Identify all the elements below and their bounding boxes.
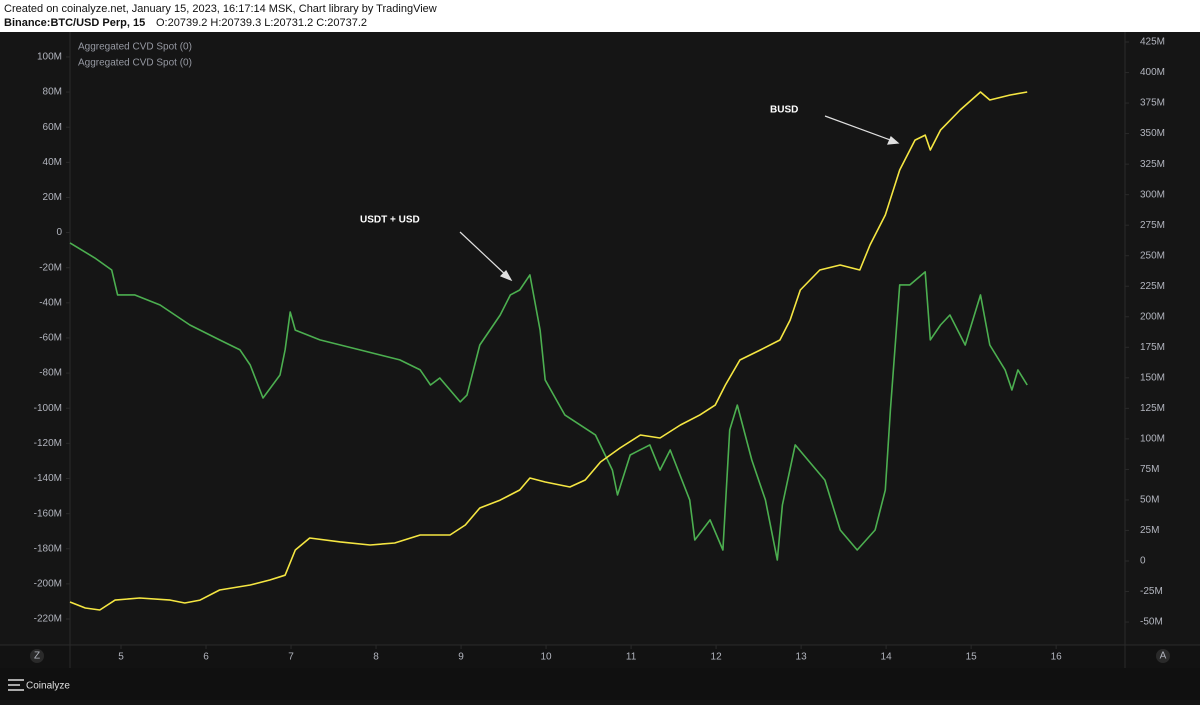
header-bar xyxy=(0,0,1200,32)
y2-tick-label: -50M xyxy=(1140,617,1163,628)
y-tick-label: -40M xyxy=(39,297,62,308)
y2-tick-label: -25M xyxy=(1140,586,1163,597)
y-tick-label: -120M xyxy=(34,438,62,449)
y-tick-label: -220M xyxy=(34,614,62,625)
created-text: Created on coinalyze.net, January 15, 20… xyxy=(4,3,437,15)
legend-entry: Aggregated CVD Spot (0) xyxy=(78,58,192,69)
y2-tick-label: 175M xyxy=(1140,342,1165,353)
y-tick-label: -100M xyxy=(34,403,62,414)
a-button-label[interactable]: A xyxy=(1160,651,1167,662)
y2-tick-label: 350M xyxy=(1140,128,1165,139)
y2-tick-label: 200M xyxy=(1140,311,1165,322)
x-tick-label: 14 xyxy=(881,652,893,663)
y-tick-label: -60M xyxy=(39,333,62,344)
annotation-arrows xyxy=(459,115,900,282)
x-tick-label: 15 xyxy=(966,652,978,663)
y-tick-label: 0 xyxy=(56,227,62,238)
x-tick-label: 7 xyxy=(288,652,294,663)
z-button-label[interactable]: Z xyxy=(34,651,40,662)
y2-tick-label: 300M xyxy=(1140,189,1165,200)
brand-icon xyxy=(8,679,24,691)
y2-tick-label: 125M xyxy=(1140,403,1165,414)
y-tick-label: 20M xyxy=(43,192,62,203)
y2-tick-label: 375M xyxy=(1140,98,1165,109)
z-button[interactable] xyxy=(30,649,44,663)
x-tick-label: 11 xyxy=(626,652,637,663)
x-tick-label: 13 xyxy=(796,652,808,663)
x-tick-label: 16 xyxy=(1051,652,1063,663)
y2-tick-label: 0 xyxy=(1140,556,1146,567)
y-tick-label: -20M xyxy=(39,262,62,273)
x-tick-label: 6 xyxy=(203,652,209,663)
x-tick-label: 9 xyxy=(458,652,464,663)
x-tick-label: 8 xyxy=(373,652,379,663)
annotation: USDT + USD xyxy=(360,215,420,226)
symbol-text: Binance:BTC/USD Perp, 15 xyxy=(4,17,145,29)
x-tick-label: 10 xyxy=(541,652,553,663)
y-tick-label: -180M xyxy=(34,543,62,554)
y-tick-label: -160M xyxy=(34,508,62,519)
x-tick-label: 5 xyxy=(118,652,124,663)
legend-entry: Aggregated CVD Spot (0) xyxy=(78,42,192,53)
y-tick-label: -200M xyxy=(34,579,62,590)
brand-text: Coinalyze xyxy=(26,681,70,692)
series-line xyxy=(69,242,1028,561)
y2-tick-label: 225M xyxy=(1140,281,1165,292)
y2-tick-label: 150M xyxy=(1140,372,1165,383)
y2-tick-label: 325M xyxy=(1140,159,1165,170)
y2-tick-label: 25M xyxy=(1140,525,1159,536)
y-tick-label: 100M xyxy=(37,52,62,63)
y2-tick-label: 275M xyxy=(1140,220,1165,231)
x-axis-band xyxy=(0,645,1200,668)
y-tick-label: 40M xyxy=(43,157,62,168)
y2-tick-label: 75M xyxy=(1140,464,1159,475)
a-button[interactable] xyxy=(1156,649,1170,663)
y-tick-label: 80M xyxy=(43,87,62,98)
y2-tick-label: 250M xyxy=(1140,250,1165,261)
y2-tick-label: 50M xyxy=(1140,495,1159,506)
footer-bar xyxy=(0,668,1200,700)
y-tick-label: -140M xyxy=(34,473,62,484)
y2-tick-label: 400M xyxy=(1140,67,1165,78)
y-tick-label: -80M xyxy=(39,368,62,379)
y2-tick-label: 425M xyxy=(1140,37,1165,48)
series-line xyxy=(69,91,1028,611)
annotation: BUSD xyxy=(770,105,798,116)
y2-tick-label: 100M xyxy=(1140,434,1165,445)
ohlc-text: O:20739.2 H:20739.3 L:20731.2 C:20737.2 xyxy=(156,17,367,29)
y-tick-label: 60M xyxy=(43,122,62,133)
x-tick-label: 12 xyxy=(711,652,723,663)
